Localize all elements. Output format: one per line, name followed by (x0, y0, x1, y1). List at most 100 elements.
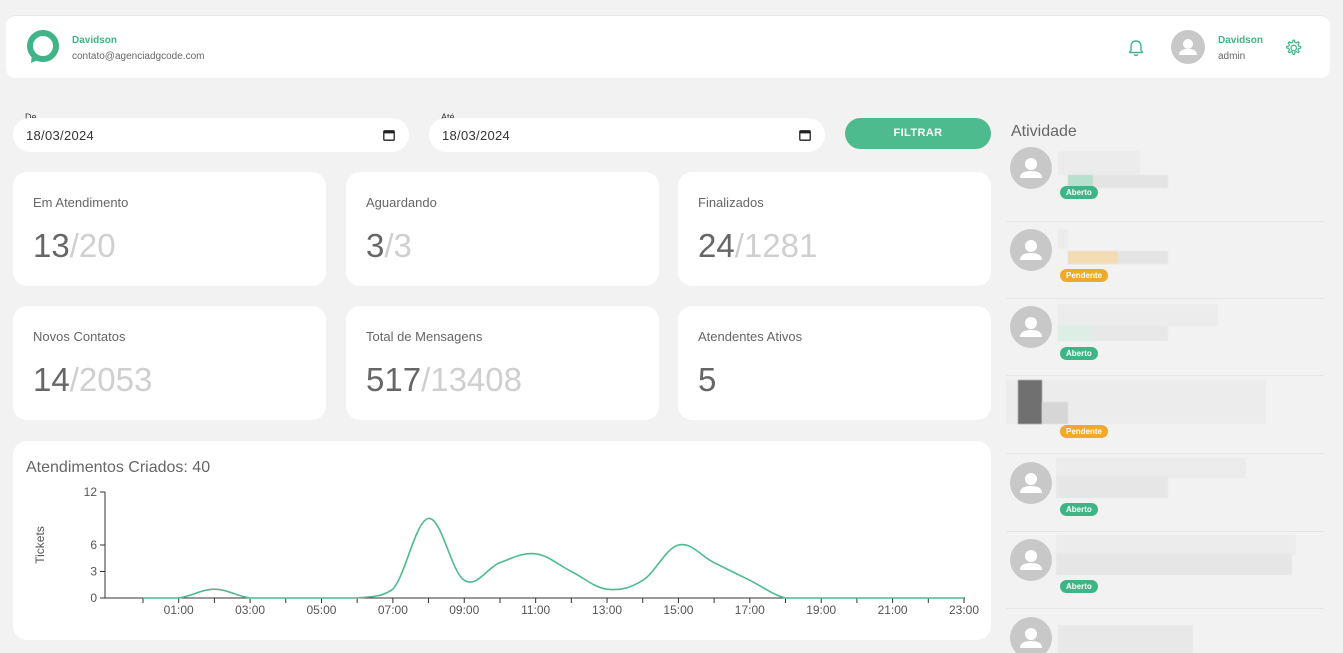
top-bar: Davidson contato@agenciadgcode.com David… (6, 15, 1330, 78)
activity-item[interactable]: Aberto (1006, 531, 1324, 609)
person-icon (1020, 550, 1042, 570)
stat-total: /3 (384, 227, 412, 264)
x-tick-label: 07:00 (378, 603, 408, 617)
to-date-label: Até (441, 112, 455, 122)
person-icon (1020, 628, 1042, 648)
blurred-contact-name (1058, 625, 1193, 653)
stat-card-value: 3/3 (366, 227, 412, 265)
status-badge: Aberto (1060, 186, 1098, 199)
stat-card-title: Total de Mensagens (366, 329, 483, 344)
stat-total: /20 (69, 227, 116, 264)
stat-card-value: 14/2053 (33, 361, 152, 399)
y-tick-label: 6 (90, 538, 97, 552)
activity-item[interactable]: Pendente (1006, 221, 1324, 299)
to-date-value: 18/03/2024 (442, 128, 511, 143)
tickets-line-chart: 0 3 6 12 Tickets 01:00 03:00 05:00 07:00 09:00 11:… (33, 485, 979, 617)
person-icon (1020, 473, 1042, 493)
x-tick-label: 23:00 (949, 603, 979, 617)
x-tick-label: 17:00 (735, 603, 765, 617)
y-tick-label: 12 (84, 485, 98, 499)
stat-card-aguardando: Aguardando 3/3 (346, 172, 659, 286)
calendar-icon[interactable] (799, 129, 811, 141)
stat-card-title: Aguardando (366, 195, 437, 210)
person-icon (1020, 240, 1042, 260)
stat-card-value: 24/1281 (698, 227, 817, 265)
user-avatar[interactable] (1171, 30, 1205, 64)
person-icon (1179, 39, 1197, 55)
blurred-photo (1018, 380, 1042, 424)
calendar-icon[interactable] (383, 129, 395, 141)
to-date-input[interactable]: 18/03/2024 (429, 118, 825, 152)
bell-icon[interactable] (1126, 38, 1146, 58)
stat-current: 517 (366, 361, 422, 398)
stat-current: 13 (33, 227, 70, 264)
stat-card-title: Finalizados (698, 195, 764, 210)
from-date-label: De (25, 112, 37, 122)
status-badge: Pendente (1060, 269, 1109, 282)
user-info: Davidson admin (1218, 33, 1263, 65)
stat-card-title: Novos Contatos (33, 329, 126, 344)
blurred-tag (1068, 175, 1093, 188)
stat-card-total-mensagens: Total de Mensagens 517/13408 (346, 306, 659, 420)
x-tick-label: 01:00 (164, 603, 194, 617)
x-tick-label: 11:00 (521, 603, 550, 617)
stat-card-title: Atendentes Ativos (698, 329, 803, 344)
x-tick-label: 21:00 (878, 603, 908, 617)
y-axis-label: Tickets (33, 526, 47, 564)
y-tick-label: 0 (90, 591, 97, 605)
tickets-series-line (143, 517, 964, 599)
person-icon (1020, 317, 1042, 337)
person-icon (1020, 158, 1042, 178)
user-name: Davidson (1218, 35, 1264, 46)
stat-card-value: 517/13408 (366, 361, 522, 399)
blurred-photo-edge (1042, 402, 1068, 424)
status-badge: Pendente (1060, 425, 1109, 438)
contact-avatar (1010, 617, 1052, 653)
x-tick-label: 13:00 (592, 603, 622, 617)
blurred-tag (1058, 326, 1093, 341)
blurred-message (1056, 553, 1292, 575)
from-date-value: 18/03/2024 (26, 128, 95, 143)
stat-total: /1281 (734, 227, 818, 264)
stat-card-atendentes-ativos: Atendentes Ativos 5 (678, 306, 991, 420)
stat-card-value: 5 (698, 361, 716, 399)
stat-card-value: 13/20 (33, 227, 116, 265)
blurred-tag (1068, 251, 1118, 264)
chat-logo-icon (27, 30, 59, 63)
x-tick-label: 15:00 (663, 603, 693, 617)
status-badge: Aberto (1060, 503, 1098, 516)
company-name: Davidson (72, 35, 118, 46)
activity-item[interactable]: Aberto (1006, 144, 1324, 222)
stat-current: 24 (698, 227, 735, 264)
status-badge: Aberto (1060, 580, 1098, 593)
contact-avatar (1010, 229, 1052, 271)
tickets-chart-card: Atendimentos Criados: 40 0 3 6 12 Tickets 01:… (13, 441, 991, 640)
blurred-contact-name (1058, 151, 1140, 175)
filter-button[interactable]: FILTRAR (845, 118, 991, 149)
activity-item[interactable] (1006, 609, 1324, 653)
company-info: Davidson contato@agenciadgcode.com (72, 33, 204, 65)
contact-avatar (1010, 306, 1052, 348)
activity-item[interactable]: Pendente (1006, 376, 1324, 454)
activity-item[interactable]: Aberto (1006, 454, 1324, 532)
stat-current: 5 (698, 361, 717, 398)
blurred-message (1068, 175, 1168, 188)
blurred-contact-name (1056, 458, 1246, 478)
x-tick-label: 19:00 (806, 603, 836, 617)
x-tick-label: 03:00 (235, 603, 265, 617)
stat-current: 14 (33, 361, 70, 398)
activity-item[interactable]: Aberto (1006, 298, 1324, 376)
stat-card-em-atendimento: Em Atendimento 13/20 (13, 172, 326, 286)
activity-title: Atividade (1011, 123, 1077, 140)
x-tick-label: 09:00 (449, 603, 479, 617)
stat-card-title: Em Atendimento (33, 195, 129, 210)
contact-avatar (1010, 462, 1052, 504)
company-email: contato@agenciadgcode.com (72, 51, 205, 62)
chart-title: Atendimentos Criados: 40 (26, 459, 211, 476)
gear-icon[interactable] (1282, 37, 1304, 59)
blurred-contact-name (1058, 304, 1218, 326)
status-badge: Aberto (1060, 347, 1098, 360)
stat-current: 3 (366, 227, 385, 264)
stat-total: /2053 (69, 361, 153, 398)
from-date-input[interactable]: 18/03/2024 (13, 118, 409, 152)
